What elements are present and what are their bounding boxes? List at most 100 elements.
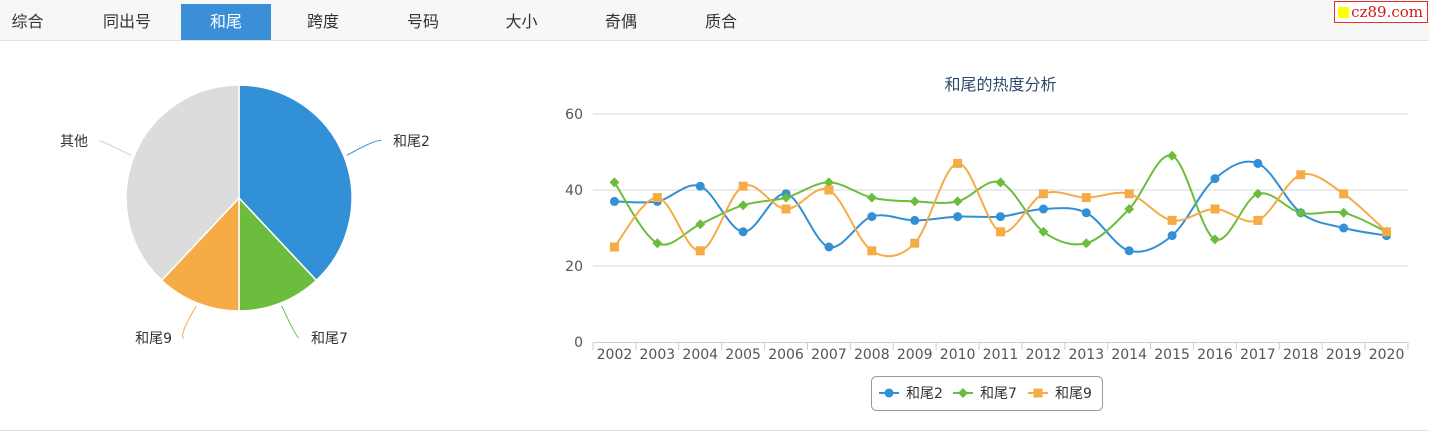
point-s1-4[interactable]	[781, 192, 792, 203]
point-s2-12[interactable]	[1124, 189, 1134, 199]
x-tick-label-13: 2015	[1154, 347, 1190, 363]
legend-marker-0[interactable]	[884, 388, 894, 398]
point-s2-16[interactable]	[1296, 170, 1306, 180]
point-s0-13[interactable]	[1167, 231, 1177, 241]
legend-marker-1[interactable]	[958, 388, 968, 398]
y-tick-label-3: 60	[565, 107, 583, 123]
point-s2-5[interactable]	[824, 185, 834, 195]
pie-slice-1[interactable]	[238, 196, 318, 312]
x-tick-label-7: 2009	[897, 347, 933, 363]
tab-0[interactable]: 综合	[11, 12, 44, 31]
x-tick-label-16: 2018	[1283, 347, 1319, 363]
point-s1-2[interactable]	[695, 219, 706, 230]
point-s2-0[interactable]	[609, 242, 619, 252]
y-tick-label-1: 20	[565, 259, 583, 275]
pie-connector-3	[99, 140, 132, 156]
point-s2-14[interactable]	[1210, 204, 1220, 214]
legend-label-0[interactable]: 和尾2	[906, 386, 943, 402]
point-s1-11[interactable]	[1081, 238, 1092, 249]
legend-box	[871, 376, 1103, 411]
point-s2-4[interactable]	[781, 204, 791, 214]
pie-connector-2	[182, 305, 197, 339]
x-tick-label-1: 2003	[640, 347, 676, 363]
point-s0-6[interactable]	[867, 212, 877, 222]
pie-connector-0	[346, 140, 382, 156]
legend-label-2[interactable]: 和尾9	[1055, 386, 1092, 402]
point-s1-15[interactable]	[1252, 188, 1263, 199]
pie-slice-2[interactable]	[160, 196, 240, 312]
tab-6[interactable]: 奇偶	[604, 12, 637, 31]
point-s0-12[interactable]	[1124, 246, 1134, 256]
point-s0-10[interactable]	[1038, 204, 1048, 214]
point-s2-11[interactable]	[1081, 193, 1091, 203]
x-tick-label-11: 2013	[1068, 347, 1104, 363]
point-s0-3[interactable]	[738, 227, 748, 237]
point-s0-9[interactable]	[996, 212, 1005, 222]
pie-label-0: 和尾2	[393, 134, 430, 150]
pie-slice-3[interactable]	[125, 84, 240, 282]
point-s0-2[interactable]	[695, 181, 705, 191]
point-s2-10[interactable]	[1038, 189, 1048, 199]
point-s0-17[interactable]	[1339, 223, 1349, 233]
point-s1-6[interactable]	[866, 192, 877, 203]
point-s2-17[interactable]	[1339, 189, 1349, 199]
pie-label-2: 和尾9	[135, 331, 172, 347]
point-s0-15[interactable]	[1253, 158, 1263, 168]
point-s2-3[interactable]	[738, 181, 748, 191]
line-chart-title: 和尾的热度分析	[944, 75, 1056, 94]
point-s2-15[interactable]	[1253, 215, 1263, 225]
point-s1-10[interactable]	[1038, 226, 1049, 237]
point-s1-3[interactable]	[738, 200, 749, 211]
point-s1-0[interactable]	[609, 177, 620, 188]
point-s1-16[interactable]	[1295, 207, 1306, 218]
point-s1-8[interactable]	[952, 196, 963, 207]
point-s0-14[interactable]	[1210, 174, 1220, 184]
brand-text: cz89.com	[1351, 3, 1423, 21]
point-s2-8[interactable]	[953, 158, 963, 168]
point-s1-17[interactable]	[1338, 207, 1349, 218]
pie-connector-1	[281, 305, 300, 339]
x-tick-label-10: 2012	[1026, 347, 1062, 363]
line-legend: 和尾2 和尾7 和尾9	[871, 376, 1103, 411]
point-s1-14[interactable]	[1209, 234, 1220, 245]
tab-1[interactable]: 同出号	[102, 12, 151, 31]
point-s1-9[interactable]	[995, 177, 1006, 188]
legend-marker-2[interactable]	[1033, 388, 1043, 398]
point-s2-13[interactable]	[1167, 215, 1177, 225]
point-s2-18[interactable]	[1382, 227, 1392, 237]
point-s0-8[interactable]	[953, 212, 963, 222]
tab-bar: 综合 同出号 和尾 跨度 号码 大小 奇偶 质合	[0, 0, 1429, 41]
x-tick-label-0: 2002	[597, 347, 633, 363]
point-s2-9[interactable]	[996, 227, 1005, 237]
x-tick-label-6: 2008	[854, 347, 890, 363]
point-s1-13[interactable]	[1167, 150, 1178, 161]
point-s2-7[interactable]	[910, 238, 920, 248]
y-tick-label-0: 0	[574, 335, 583, 351]
tab-2[interactable]: 和尾	[181, 4, 271, 40]
point-s2-1[interactable]	[652, 193, 662, 203]
point-s0-5[interactable]	[824, 242, 834, 252]
point-s1-5[interactable]	[823, 177, 834, 188]
x-tick-label-3: 2005	[725, 347, 761, 363]
brand-logo[interactable]: cz89.com	[1334, 1, 1428, 23]
tab-5[interactable]: 大小	[505, 12, 538, 31]
legend-label-1[interactable]: 和尾7	[980, 386, 1017, 402]
point-s1-7[interactable]	[909, 196, 920, 207]
pie-label-1: 和尾7	[311, 331, 348, 347]
bottom-divider	[0, 430, 1429, 431]
x-tick-label-4: 2006	[768, 347, 804, 363]
x-tick-label-8: 2010	[940, 347, 976, 363]
point-s0-0[interactable]	[609, 196, 619, 206]
point-s0-11[interactable]	[1081, 208, 1091, 218]
tab-7[interactable]: 质合	[704, 12, 737, 31]
point-s2-2[interactable]	[695, 246, 705, 256]
point-s0-7[interactable]	[910, 215, 920, 225]
tab-3[interactable]: 跨度	[306, 12, 339, 31]
pie-slice-0[interactable]	[238, 84, 353, 282]
point-s2-6[interactable]	[867, 246, 877, 256]
point-s1-1[interactable]	[652, 238, 663, 249]
point-s1-12[interactable]	[1124, 204, 1135, 214]
series-line-0	[614, 160, 1387, 253]
tab-4[interactable]: 号码	[406, 12, 439, 31]
